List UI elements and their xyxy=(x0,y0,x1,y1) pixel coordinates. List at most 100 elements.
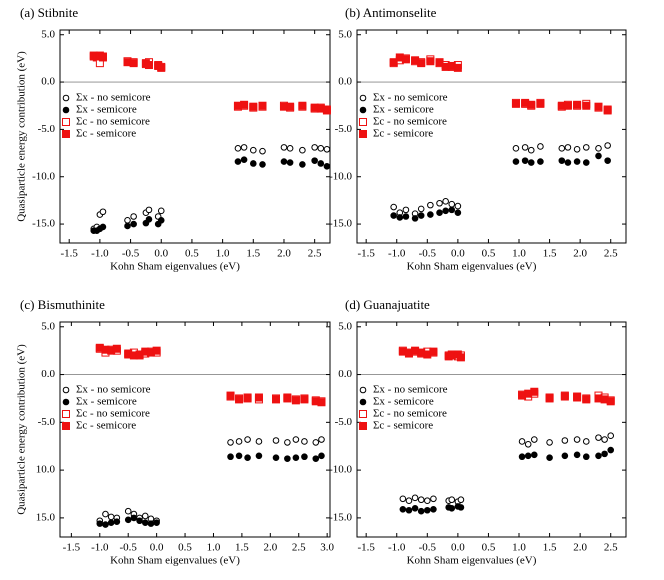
point xyxy=(603,105,612,114)
point xyxy=(573,145,581,153)
point xyxy=(512,145,520,152)
point xyxy=(564,159,572,166)
legend-symbol xyxy=(62,386,70,394)
point xyxy=(426,57,435,66)
x-tick-label: 2.0 xyxy=(263,542,277,554)
point xyxy=(402,206,410,214)
point xyxy=(594,102,603,111)
point xyxy=(396,214,404,221)
legend-label: Σc - no semicore xyxy=(373,408,447,420)
point xyxy=(102,521,109,528)
point xyxy=(286,145,294,152)
point xyxy=(582,159,590,166)
point xyxy=(312,439,320,446)
point xyxy=(442,198,449,205)
y-axis-label: Quasiparticle energy contribution (eV) xyxy=(16,344,28,515)
point xyxy=(448,206,456,214)
point xyxy=(136,517,143,525)
x-tick-label: -1.5 xyxy=(63,542,81,554)
x-tick-label: -0.5 xyxy=(419,248,437,260)
point xyxy=(292,436,300,443)
x-axis-label: Kohn Sham eigenvalues (eV) xyxy=(407,261,537,273)
x-tick-label: -1.5 xyxy=(60,248,78,260)
point xyxy=(259,147,266,155)
legend-label: Σx - semicore xyxy=(76,396,137,408)
point xyxy=(448,200,456,208)
point xyxy=(402,213,410,220)
chart-title: (c) Bismuthinite xyxy=(20,297,105,312)
legend-symbol xyxy=(359,106,367,114)
point xyxy=(454,209,462,217)
point xyxy=(299,161,306,168)
panel: (a) Stibnite -1.5 -1.0 -0.5 0.0 0.5 1.0 1.5 2.0 2… xyxy=(16,5,331,273)
legend-label: Σc - semicore xyxy=(76,420,136,432)
legend-label: Σx - no semicore xyxy=(373,92,448,104)
legend-symbol xyxy=(359,118,367,126)
point xyxy=(545,394,554,403)
y-tick-label: -5.0 xyxy=(38,416,56,428)
point xyxy=(442,207,449,215)
point xyxy=(292,454,300,461)
point xyxy=(457,504,465,511)
point xyxy=(457,496,465,504)
point xyxy=(124,516,132,524)
point xyxy=(417,496,425,504)
point xyxy=(521,157,529,164)
x-tick-label: 1.5 xyxy=(246,248,260,260)
point xyxy=(601,450,608,458)
point xyxy=(299,146,306,154)
x-tick-label: 0.5 xyxy=(482,248,496,260)
point xyxy=(512,158,520,165)
chart-title: (d) Guanajuatite xyxy=(345,297,430,312)
point xyxy=(399,505,407,513)
point xyxy=(145,216,153,223)
point xyxy=(453,63,462,72)
point xyxy=(280,144,288,151)
point xyxy=(607,446,615,454)
point xyxy=(417,507,425,515)
point xyxy=(430,495,437,503)
legend-symbol xyxy=(62,94,70,102)
y-tick-label: 5.0 xyxy=(338,28,352,40)
x-tick-label: 0.0 xyxy=(150,542,164,554)
point xyxy=(272,437,280,444)
point xyxy=(411,505,419,512)
x-tick-label: 1.5 xyxy=(543,542,557,554)
point xyxy=(417,59,426,68)
x-tick-label: 0.5 xyxy=(185,248,199,260)
legend-symbol xyxy=(62,106,70,114)
legend-label: Σx - no semicore xyxy=(76,384,151,396)
point xyxy=(284,455,291,462)
legend-symbol xyxy=(359,410,367,418)
y-tick-label: 0.0 xyxy=(338,368,352,380)
legend-symbol xyxy=(359,130,367,138)
point xyxy=(157,63,166,72)
point xyxy=(536,99,545,108)
point xyxy=(561,437,569,444)
point xyxy=(546,454,553,461)
point xyxy=(235,452,243,460)
x-tick-label: -0.5 xyxy=(419,542,437,554)
chart-title: (a) Stibnite xyxy=(20,5,78,20)
point xyxy=(563,101,572,110)
point xyxy=(102,510,109,518)
panel: (c) Bismuthinite -1.5 -1.0 -0.5 0.0 0.5 1.0 1.5… xyxy=(16,297,335,567)
legend-label: Σc - no semicore xyxy=(76,408,150,420)
point xyxy=(604,142,611,149)
point xyxy=(537,143,544,150)
point xyxy=(322,105,331,114)
point xyxy=(124,507,132,515)
x-tick-label: -1.5 xyxy=(357,248,375,260)
point xyxy=(424,506,431,514)
point xyxy=(144,61,153,70)
point xyxy=(564,144,572,151)
point xyxy=(511,99,520,108)
x-tick-label: 1.0 xyxy=(216,248,230,260)
point xyxy=(558,157,566,164)
x-tick-label: -1.0 xyxy=(388,542,406,554)
panel: (b) Antimonselite -1.5 -1.0 -0.5 0.0 0.5 1.0 1.… xyxy=(329,5,627,273)
point xyxy=(234,158,242,165)
point xyxy=(317,398,326,407)
x-tick-label: -0.5 xyxy=(122,248,140,260)
y-tick-label: -10.0 xyxy=(32,170,55,182)
